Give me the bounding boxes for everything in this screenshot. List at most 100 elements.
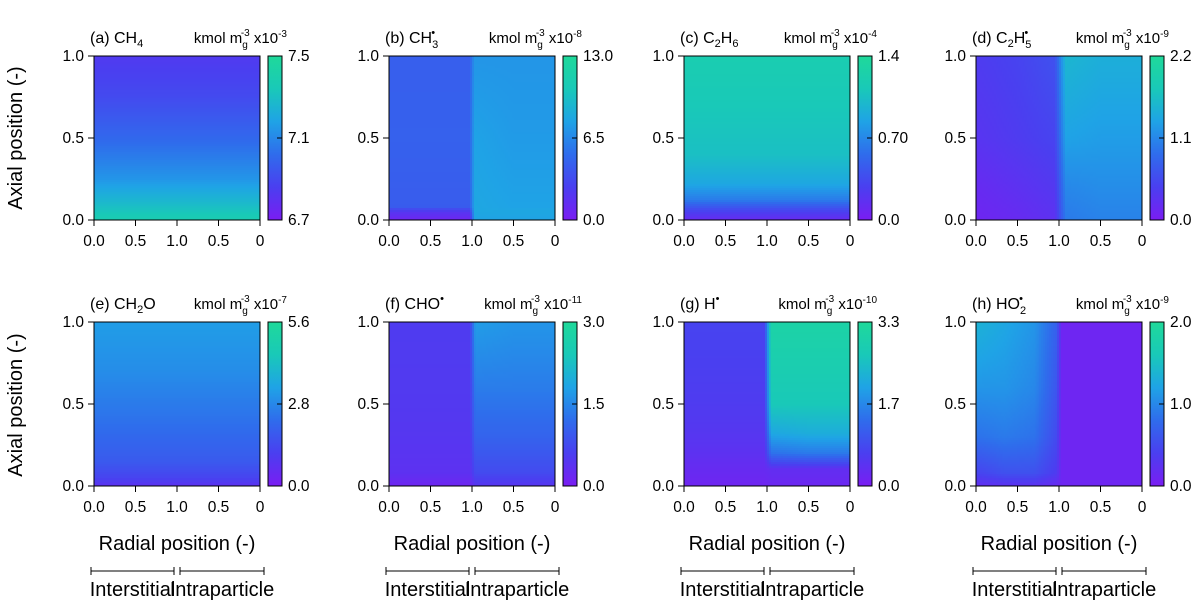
heatmap-cell: [238, 76, 241, 79]
heatmap-cell: [214, 84, 218, 87]
heatmap-cell: [202, 72, 206, 75]
heatmap-cell: [198, 60, 202, 63]
heatmap-cell: [240, 80, 243, 83]
heatmap-cell: [180, 60, 184, 63]
heatmap-cell: [210, 86, 214, 89]
heatmap-cell: [133, 68, 137, 71]
heatmap-cell: [244, 56, 247, 59]
heatmap-cell: [250, 56, 253, 59]
heatmap-cell: [97, 60, 101, 63]
heatmap-cell: [212, 56, 216, 59]
heatmap-cell: [242, 58, 245, 61]
heatmap-cell: [230, 80, 233, 83]
heatmap-cell: [157, 70, 160, 73]
heatmap-cell: [202, 78, 206, 81]
heatmap-cell: [220, 78, 224, 81]
heatmap-cell: [117, 70, 121, 73]
heatmap-cell: [214, 70, 218, 73]
heatmap-cell: [220, 70, 224, 73]
heatmap-cell: [159, 78, 162, 81]
heatmap-cell: [244, 86, 247, 89]
heatmap-cell: [254, 80, 257, 83]
heatmap-cell: [141, 60, 145, 63]
heatmap-cell: [244, 72, 247, 75]
heatmap-cell: [133, 74, 137, 77]
heatmap-cell: [202, 64, 206, 67]
y-axis-labels: Axial position (-) Axial position (-): [5, 66, 27, 476]
heatmap-cell: [178, 68, 182, 71]
heatmap-cell: [141, 64, 145, 67]
heatmap-cell: [206, 68, 210, 71]
heatmap-cell: [109, 64, 113, 67]
heatmap-cell: [125, 56, 129, 59]
heatmap-cell: [194, 68, 198, 71]
heatmap-cell: [169, 80, 172, 83]
heatmap-cell: [109, 78, 113, 81]
heatmap-cell: [252, 64, 255, 67]
heatmap-cell: [101, 62, 105, 65]
heatmap-cell: [171, 80, 174, 83]
heatmap-cell: [97, 58, 101, 61]
heatmap-cell: [171, 58, 174, 61]
heatmap-cell: [204, 76, 208, 79]
heatmap-cell: [177, 86, 180, 89]
heatmap-cell: [107, 62, 111, 65]
heatmap-cell: [188, 78, 192, 81]
heatmap-cell: [94, 72, 97, 75]
heatmap-cell: [252, 68, 255, 71]
heatmap-cell: [244, 80, 247, 83]
heatmap-cell: [186, 76, 190, 79]
heatmap-cell: [254, 76, 257, 79]
heatmap-cell: [240, 86, 243, 89]
heatmap-cell: [159, 66, 162, 69]
heatmap-cell: [246, 62, 249, 65]
heatmap-cell: [173, 68, 176, 71]
heatmap-cell: [131, 70, 135, 73]
heatmap-cell: [230, 66, 233, 69]
heatmap-cell: [135, 68, 139, 71]
heatmap-cell: [139, 60, 143, 63]
heatmap-cell: [216, 84, 220, 87]
heatmap-cell: [178, 86, 182, 89]
heatmap-cell: [228, 66, 231, 69]
heatmap-cell: [182, 80, 186, 83]
heatmap-cell: [200, 62, 204, 65]
heatmap-cell: [202, 80, 206, 83]
heatmap-cell: [242, 84, 245, 87]
heatmap-cell: [226, 60, 229, 63]
heatmap-cell: [204, 80, 208, 83]
heatmap-cell: [143, 66, 146, 69]
heatmap-cell: [222, 62, 226, 65]
heatmap-cell: [109, 56, 113, 59]
heatmap-cell: [178, 66, 182, 69]
heatmap-cell: [256, 74, 259, 77]
heatmap-cell: [238, 58, 241, 61]
heatmap-cell: [135, 64, 139, 67]
heatmap-cell: [165, 68, 168, 71]
heatmap-cell: [141, 80, 145, 83]
heatmap-cell: [115, 86, 119, 89]
heatmap-cell: [248, 78, 251, 81]
heatmap-cell: [232, 56, 235, 59]
heatmap-cell: [212, 74, 216, 77]
heatmap-cell: [139, 86, 143, 89]
heatmap-cell: [220, 64, 224, 67]
heatmap-cell: [184, 78, 188, 81]
heatmap-cell: [254, 64, 257, 67]
heatmap-cell: [165, 74, 168, 77]
heatmap-cell: [190, 66, 194, 69]
heatmap-cell: [117, 76, 121, 79]
heatmap-cell: [153, 86, 156, 89]
heatmap-cell: [250, 68, 253, 71]
heatmap-cell: [202, 76, 206, 79]
heatmap-cell: [192, 74, 196, 77]
heatmap-cell: [178, 62, 182, 65]
heatmap-cell: [238, 82, 241, 85]
heatmap-cell: [109, 86, 113, 89]
heatmap-cell: [190, 60, 194, 63]
heatmap-cell: [167, 68, 170, 71]
heatmap-cell: [182, 70, 186, 73]
heatmap-cell: [180, 68, 184, 71]
heatmap-cell: [123, 56, 127, 59]
heatmap-cell: [137, 72, 141, 75]
